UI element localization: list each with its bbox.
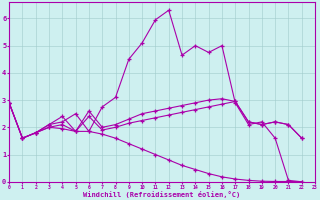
X-axis label: Windchill (Refroidissement éolien,°C): Windchill (Refroidissement éolien,°C) [84,191,241,198]
